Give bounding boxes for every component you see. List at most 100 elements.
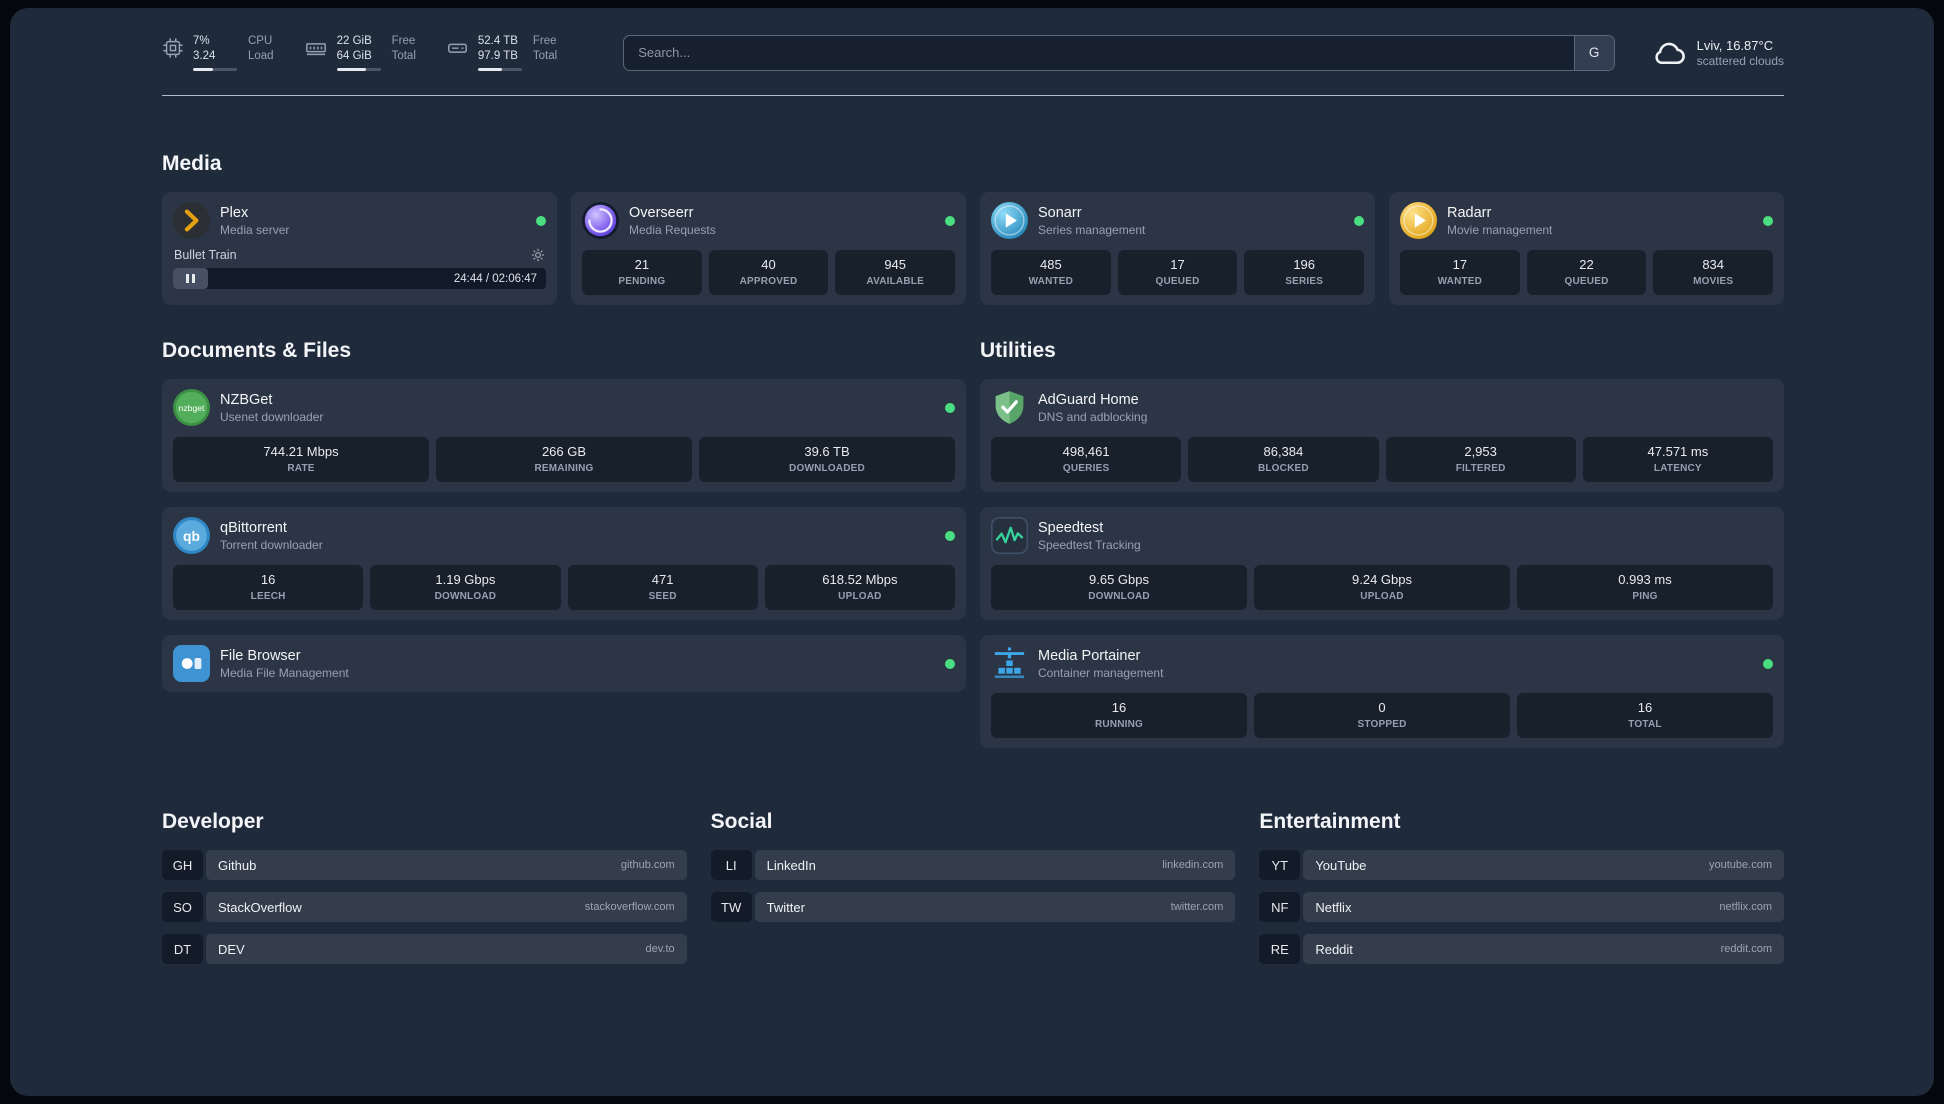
disk-total: 97.9 TB [477, 50, 518, 62]
bookmark-abbr: RE [1259, 934, 1301, 964]
cpu-widget: 7% 3.24 CPU Load [162, 34, 274, 71]
playback-progress-bar[interactable]: 24:44 / 02:06:47 [173, 268, 546, 289]
service-name: Media Portainer [1038, 647, 1141, 664]
memory-widget: 22 GiB 64 GiB Free Total [304, 34, 416, 71]
stat-box: 17 WANTED [1400, 250, 1520, 295]
service-link-sonarr[interactable]: Sonarr Series management [991, 202, 1364, 239]
disk-total-label: Total [532, 50, 558, 62]
pause-button[interactable] [173, 268, 208, 289]
dashboard-window: 7% 3.24 CPU Load 22 GiB 64 GiB [10, 8, 1934, 1096]
stat-box: 196 SERIES [1244, 250, 1365, 295]
service-stats: 744.21 Mbps RATE 266 GB REMAINING 39.6 TB D… [173, 437, 955, 482]
disk-free: 52.4 TB [477, 35, 518, 47]
qbittorrent-icon: qb [173, 517, 210, 554]
stat-box: 16 LEECH [173, 565, 364, 610]
service-link-filebrowser[interactable]: File Browser Media File Management [173, 645, 955, 682]
disk-icon [447, 43, 467, 53]
stat-box: 1.19 Gbps DOWNLOAD [370, 565, 561, 610]
bookmark-abbr: SO [162, 892, 203, 922]
bookmarks-developer: Developer GH Github github.com SO StackOv… [162, 810, 687, 964]
bookmark-youtube[interactable]: YT YouTube youtube.com [1259, 850, 1784, 880]
bookmarks-entertainment: Entertainment YT YouTube youtube.com NF N… [1259, 810, 1784, 964]
bookmark-stackoverflow[interactable]: SO StackOverflow stackoverflow.com [162, 892, 687, 922]
stat-box: 471 SEED [567, 565, 758, 610]
service-subtitle: Series management [1038, 222, 1146, 237]
adguard-icon [991, 389, 1028, 426]
service-link-speedtest[interactable]: Speedtest Speedtest Tracking [991, 517, 1773, 554]
service-subtitle: Media server [220, 222, 290, 237]
bookmark-dev[interactable]: DT DEV dev.to [162, 934, 687, 964]
search-input[interactable] [624, 35, 1574, 70]
documents-column: Documents & Files nzbget NZBGet Usenet d… [162, 339, 966, 692]
nzbget-icon: nzbget [173, 389, 210, 426]
stat-box: 16 RUNNING [991, 693, 1247, 738]
bookmark-twitter[interactable]: TW Twitter twitter.com [710, 892, 1236, 922]
bookmark-reddit[interactable]: RE Reddit reddit.com [1259, 934, 1784, 964]
cpu-bar [193, 68, 237, 71]
bookmark-abbr: YT [1259, 850, 1301, 880]
service-link-overseerr[interactable]: Overseerr Media Requests [582, 202, 955, 239]
service-stats: 498,461 QUERIES 86,384 BLOCKED 2,953 FILTER… [991, 437, 1773, 482]
sonarr-icon [991, 202, 1028, 239]
service-name: Radarr [1447, 204, 1492, 221]
cpu-icon [163, 38, 183, 58]
service-subtitle: Media File Management [220, 665, 349, 680]
stat-box: 17 QUEUED [1117, 250, 1238, 295]
plex-now-playing: Bullet Train 24:44 / 02:06:47 [173, 248, 546, 289]
service-card-overseerr: Overseerr Media Requests 21 PENDING 40 APP… [571, 192, 966, 305]
stat-box: 0.993 ms PING [1517, 565, 1773, 610]
service-link-qbittorrent[interactable]: qb qBittorrent Torrent downloader [173, 517, 955, 554]
status-dot [1354, 215, 1364, 226]
cpu-load-label: Load [248, 50, 274, 62]
weather-location: Lviv, 16.87°C [1696, 37, 1774, 53]
stat-box: 9.65 Gbps DOWNLOAD [991, 565, 1247, 610]
service-link-adguard[interactable]: AdGuard Home DNS and adblocking [991, 389, 1773, 426]
cpu-load: 3.24 [193, 50, 216, 62]
service-subtitle: Media Requests [629, 222, 716, 237]
memory-total: 64 GiB [336, 50, 372, 62]
service-link-portainer[interactable]: Media Portainer Container management [991, 645, 1773, 682]
bookmark-abbr: LI [710, 850, 752, 880]
service-link-plex[interactable]: Plex Media server [173, 202, 546, 239]
service-card-filebrowser: File Browser Media File Management [162, 635, 966, 692]
service-name: Speedtest [1038, 519, 1104, 536]
bookmark-netflix[interactable]: NF Netflix netflix.com [1259, 892, 1784, 922]
bookmark-linkedin[interactable]: LI LinkedIn linkedin.com [710, 850, 1236, 880]
service-link-nzbget[interactable]: nzbget NZBGet Usenet downloader [173, 389, 955, 426]
filebrowser-icon [173, 645, 210, 682]
bookmark-abbr: GH [162, 850, 203, 880]
stat-box: 618.52 Mbps UPLOAD [764, 565, 955, 610]
weather-widget[interactable]: Lviv, 16.87°C scattered clouds [1651, 37, 1784, 69]
gear-icon[interactable] [531, 248, 545, 262]
service-subtitle: Speedtest Tracking [1038, 537, 1141, 552]
status-dot [945, 402, 955, 413]
stat-box: 40 APPROVED [708, 250, 829, 295]
bookmark-github[interactable]: GH Github github.com [162, 850, 687, 880]
service-stats: 21 PENDING 40 APPROVED 945 AVAILABLE [582, 250, 956, 295]
service-stats: 16 LEECH 1.19 Gbps DOWNLOAD 471 SEED 618.52… [173, 565, 955, 610]
bookmarks-section: Developer GH Github github.com SO StackOv… [162, 810, 1784, 964]
search-provider-button[interactable]: G [1573, 35, 1614, 70]
memory-total-label: Total [391, 50, 416, 62]
section-heading-media: Media [162, 152, 222, 175]
bookmark-abbr: TW [710, 892, 752, 922]
stat-box: 498,461 QUERIES [991, 437, 1182, 482]
radarr-icon [1400, 202, 1437, 239]
bookmarks-social: Social LI LinkedIn linkedin.com TW Twitte… [710, 810, 1236, 964]
memory-icon [305, 43, 326, 56]
weather-condition: scattered clouds [1696, 53, 1784, 68]
stat-box: 86,384 BLOCKED [1188, 437, 1379, 482]
stat-box: 39.6 TB DOWNLOADED [699, 437, 955, 482]
service-card-radarr: Radarr Movie management 17 WANTED 22 QUEUE… [1389, 192, 1784, 305]
service-card-speedtest: Speedtest Speedtest Tracking 9.65 Gbps DO… [980, 507, 1784, 620]
disk-bar [477, 68, 522, 71]
stat-box: 266 GB REMAINING [436, 437, 692, 482]
cpu-label: CPU [248, 35, 273, 47]
service-link-radarr[interactable]: Radarr Movie management [1400, 202, 1773, 239]
memory-bar [336, 68, 381, 71]
media-grid: Plex Media server Bullet Train [162, 192, 1784, 305]
stat-box: 485 WANTED [991, 250, 1111, 295]
stat-box: 47.571 ms LATENCY [1582, 437, 1773, 482]
now-playing-title: Bullet Train [174, 248, 237, 262]
service-subtitle: DNS and adblocking [1038, 409, 1148, 424]
